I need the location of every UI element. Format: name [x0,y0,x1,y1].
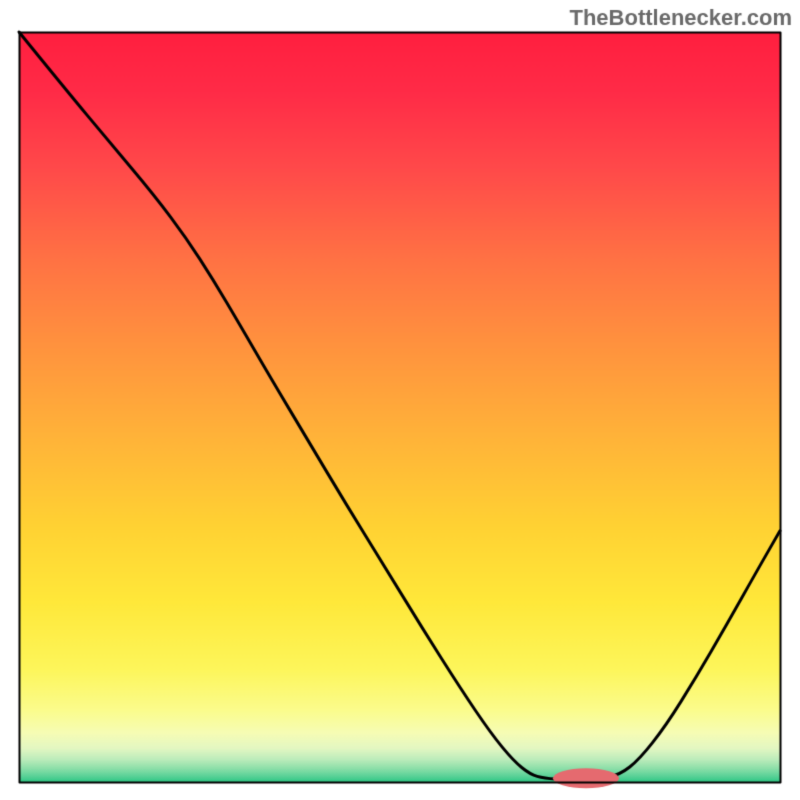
bottleneck-chart [0,0,800,800]
